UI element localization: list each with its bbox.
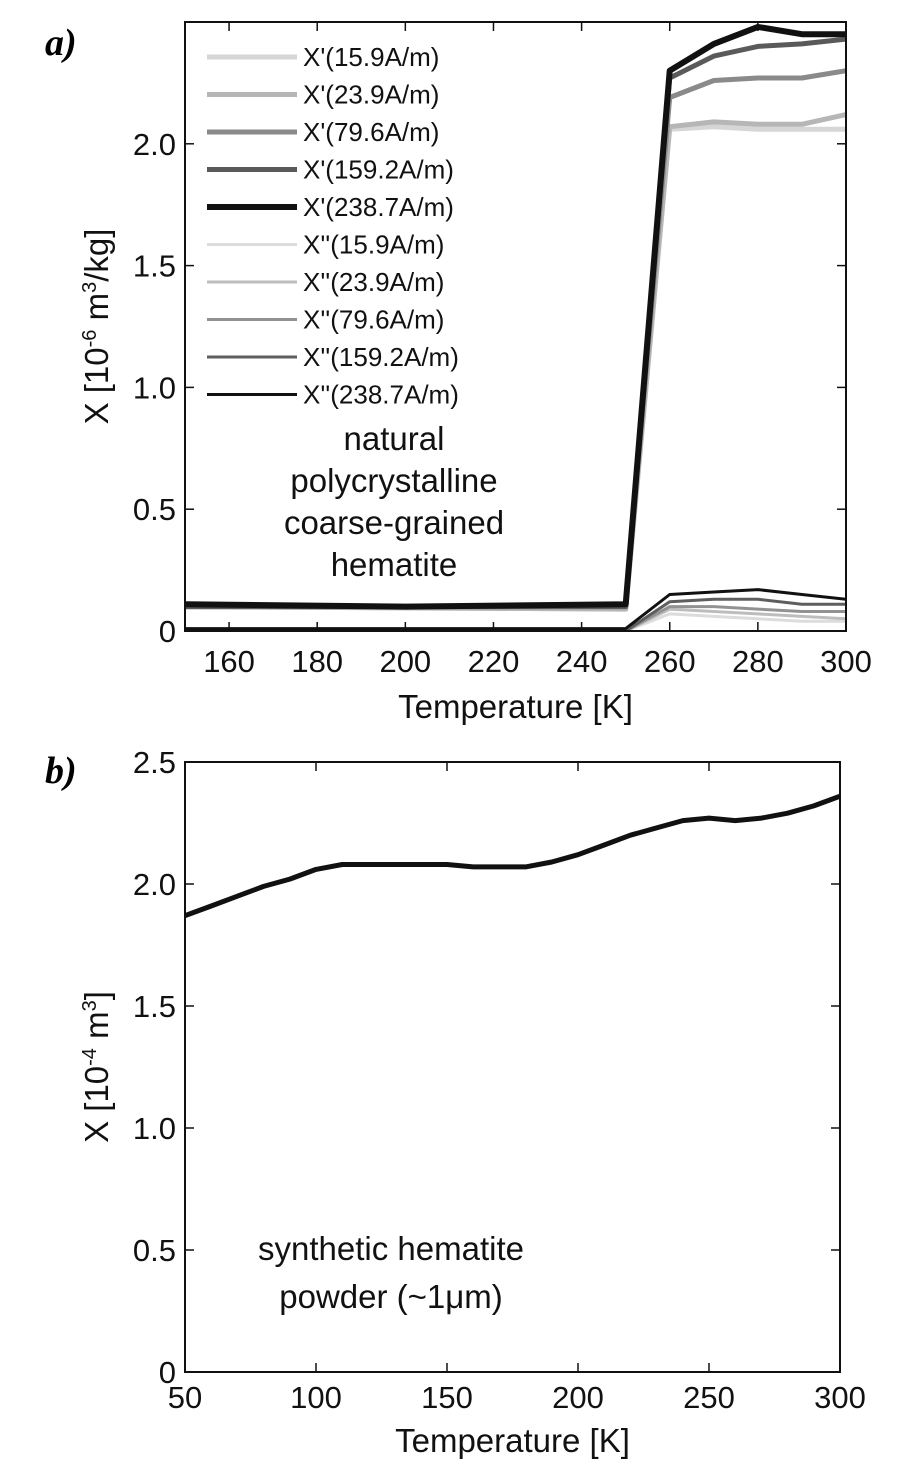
annotation-line: coarse-grained xyxy=(284,504,504,541)
y-tick-label: 0.5 xyxy=(133,492,176,527)
series-line-8 xyxy=(185,597,846,631)
y-axis-title-part: /kg] xyxy=(78,229,115,282)
y-tick-label: 1.0 xyxy=(133,370,176,405)
x-tick-label: 300 xyxy=(820,644,872,679)
chart-panel-a: a) 160 180 200 220 240 260 280 300 0 0.5 1.0 1.5 2.0 T… xyxy=(45,21,872,725)
y-axis-title: X [10-6 m3/kg] xyxy=(78,229,115,425)
series-line-6 xyxy=(185,607,846,631)
y-axis-title-part: ] xyxy=(78,991,115,1000)
x-tick-label: 100 xyxy=(290,1380,342,1415)
series-line-5 xyxy=(185,612,846,631)
legend-label: X'(15.9A/m) xyxy=(303,42,439,72)
y-tick-label: 0 xyxy=(159,614,176,649)
y-axis-title-superscript: -4 xyxy=(79,1048,101,1066)
legend-label: X'(23.9A/m) xyxy=(303,80,439,110)
series-line-7 xyxy=(185,605,846,631)
annotation-line: powder (~1μm) xyxy=(279,1278,503,1315)
y-axis-title-superscript: -6 xyxy=(79,330,101,348)
legend-label: X'(159.2A/m) xyxy=(303,155,454,185)
x-tick-label: 260 xyxy=(644,644,696,679)
legend-label: X''(23.9A/m) xyxy=(303,267,444,297)
legend: X'(15.9A/m) X'(23.9A/m) X'(79.6A/m) X'(159.… xyxy=(207,42,459,410)
x-tick-label: 250 xyxy=(683,1380,735,1415)
legend-label: X''(79.6A/m) xyxy=(303,305,444,335)
x-tick-label: 220 xyxy=(468,644,520,679)
legend-label: X''(159.2A/m) xyxy=(303,342,459,372)
x-tick-label: 240 xyxy=(556,644,608,679)
plot-frame xyxy=(184,21,847,632)
legend-label: X''(238.7A/m) xyxy=(303,380,459,410)
x-tick-label: 180 xyxy=(291,644,343,679)
legend-label: X''(15.9A/m) xyxy=(303,230,444,260)
series-line-0 xyxy=(185,793,840,919)
y-tick-label: 2.0 xyxy=(133,867,176,902)
legend-label: X'(238.7A/m) xyxy=(303,192,454,222)
x-tick-label: 50 xyxy=(168,1380,202,1415)
x-tick-label: 300 xyxy=(814,1380,866,1415)
x-tick-label: 280 xyxy=(732,644,784,679)
x-tick-label: 200 xyxy=(379,644,431,679)
chart-panel-b: b) 50 100 150 200 250 300 0 0.5 1.0 1.5 2.0 2.5 Tempe… xyxy=(45,745,866,1459)
y-axis-title-superscript: 3 xyxy=(79,282,101,293)
annotation-line: polycrystalline xyxy=(290,462,497,499)
y-tick-label: 2.0 xyxy=(133,127,176,162)
y-axis-title-part: X [10 xyxy=(78,347,115,424)
annotation-line: synthetic hematite xyxy=(258,1230,524,1267)
series-line-9 xyxy=(185,588,846,631)
annotation-line: hematite xyxy=(331,546,458,583)
y-axis-title-part: X [10 xyxy=(78,1066,115,1143)
y-axis-title-superscript: 3 xyxy=(79,1000,101,1011)
x-tick-label: 200 xyxy=(552,1380,604,1415)
y-tick-label: 1.0 xyxy=(133,1111,176,1146)
annotation-line: natural xyxy=(344,420,445,457)
plot-frame xyxy=(184,761,841,1373)
panel-label: b) xyxy=(45,750,77,792)
y-tick-label: 2.5 xyxy=(133,745,176,780)
y-tick-label: 0 xyxy=(159,1355,176,1390)
x-tick-label: 160 xyxy=(203,644,255,679)
x-tick-label: 150 xyxy=(421,1380,473,1415)
y-axis-title: X [10-4 m3] xyxy=(78,991,115,1143)
x-axis-title: Temperature [K] xyxy=(398,688,633,725)
x-axis-title: Temperature [K] xyxy=(395,1422,630,1459)
series-line-4 xyxy=(185,23,846,610)
y-axis-title-part: m xyxy=(78,293,115,330)
y-axis-title-part: m xyxy=(78,1011,115,1048)
series-group xyxy=(185,23,846,631)
panel-label: a) xyxy=(45,22,77,64)
y-tick-label: 0.5 xyxy=(133,1233,176,1268)
series-group xyxy=(185,793,840,1372)
y-tick-label: 1.5 xyxy=(133,989,176,1024)
y-tick-label: 1.5 xyxy=(133,249,176,284)
legend-label: X'(79.6A/m) xyxy=(303,117,439,147)
